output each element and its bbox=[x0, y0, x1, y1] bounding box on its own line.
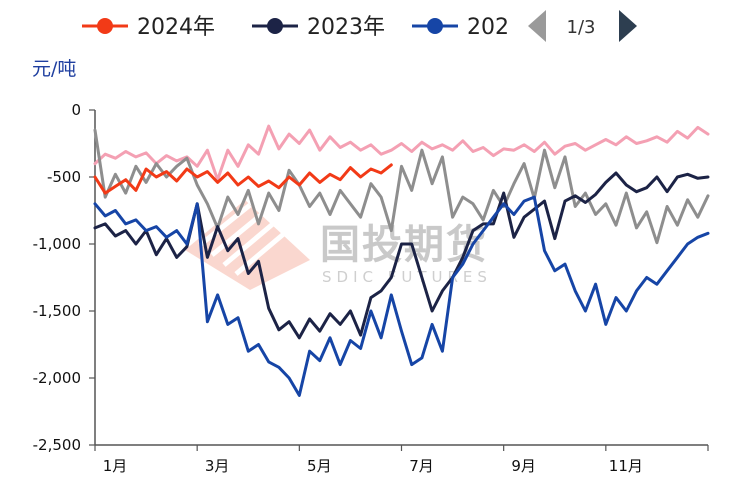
series-line-2 bbox=[93, 163, 393, 195]
x-tick-label: 7月 bbox=[409, 457, 434, 475]
y-tick-label: -500 bbox=[47, 168, 81, 186]
legend-label: 202 bbox=[467, 15, 509, 40]
x-tick-label: 3月 bbox=[205, 457, 230, 475]
legend-label: 2024年 bbox=[137, 15, 215, 40]
x-tick-label: 11月 bbox=[609, 457, 643, 475]
y-tick-label: -1,000 bbox=[33, 235, 81, 253]
legend-marker-icon bbox=[267, 18, 283, 34]
y-tick-label: -2,500 bbox=[33, 436, 81, 454]
legend-item-0[interactable]: 2024年 bbox=[82, 15, 215, 40]
legend-item-2[interactable]: 202 bbox=[412, 15, 509, 40]
triangle-right-icon[interactable] bbox=[619, 10, 637, 42]
legend-marker-icon bbox=[427, 18, 443, 34]
y-axis: 0 -500 -1,000 -1,500 -2,000 -2,500 bbox=[33, 101, 95, 454]
legend: 2024年 2023年 202 bbox=[82, 15, 509, 40]
watermark-logo bbox=[185, 200, 310, 290]
series-group bbox=[93, 124, 710, 397]
x-tick-label: 9月 bbox=[511, 457, 536, 475]
y-tick-label: 0 bbox=[71, 101, 81, 119]
series-line-1 bbox=[93, 128, 710, 245]
x-axis: 1月 3月 5月 7月 9月 11月 bbox=[94, 445, 709, 475]
legend-marker-icon bbox=[97, 18, 113, 34]
series-line-4 bbox=[93, 195, 710, 397]
legend-page-indicator: 1/3 bbox=[567, 17, 596, 38]
y-tick-label: -2,000 bbox=[33, 369, 81, 387]
y-tick-label: -1,500 bbox=[33, 302, 81, 320]
x-tick-label: 5月 bbox=[307, 457, 332, 475]
watermark-subtitle: SDIC FUTURES bbox=[322, 268, 492, 286]
series-line-0 bbox=[93, 124, 710, 182]
y-axis-unit-label: 元/吨 bbox=[32, 58, 76, 80]
legend-item-1[interactable]: 2023年 bbox=[252, 15, 385, 40]
triangle-left-icon[interactable] bbox=[528, 10, 546, 42]
legend-label: 2023年 bbox=[307, 15, 385, 40]
x-tick-label: 1月 bbox=[103, 457, 128, 475]
